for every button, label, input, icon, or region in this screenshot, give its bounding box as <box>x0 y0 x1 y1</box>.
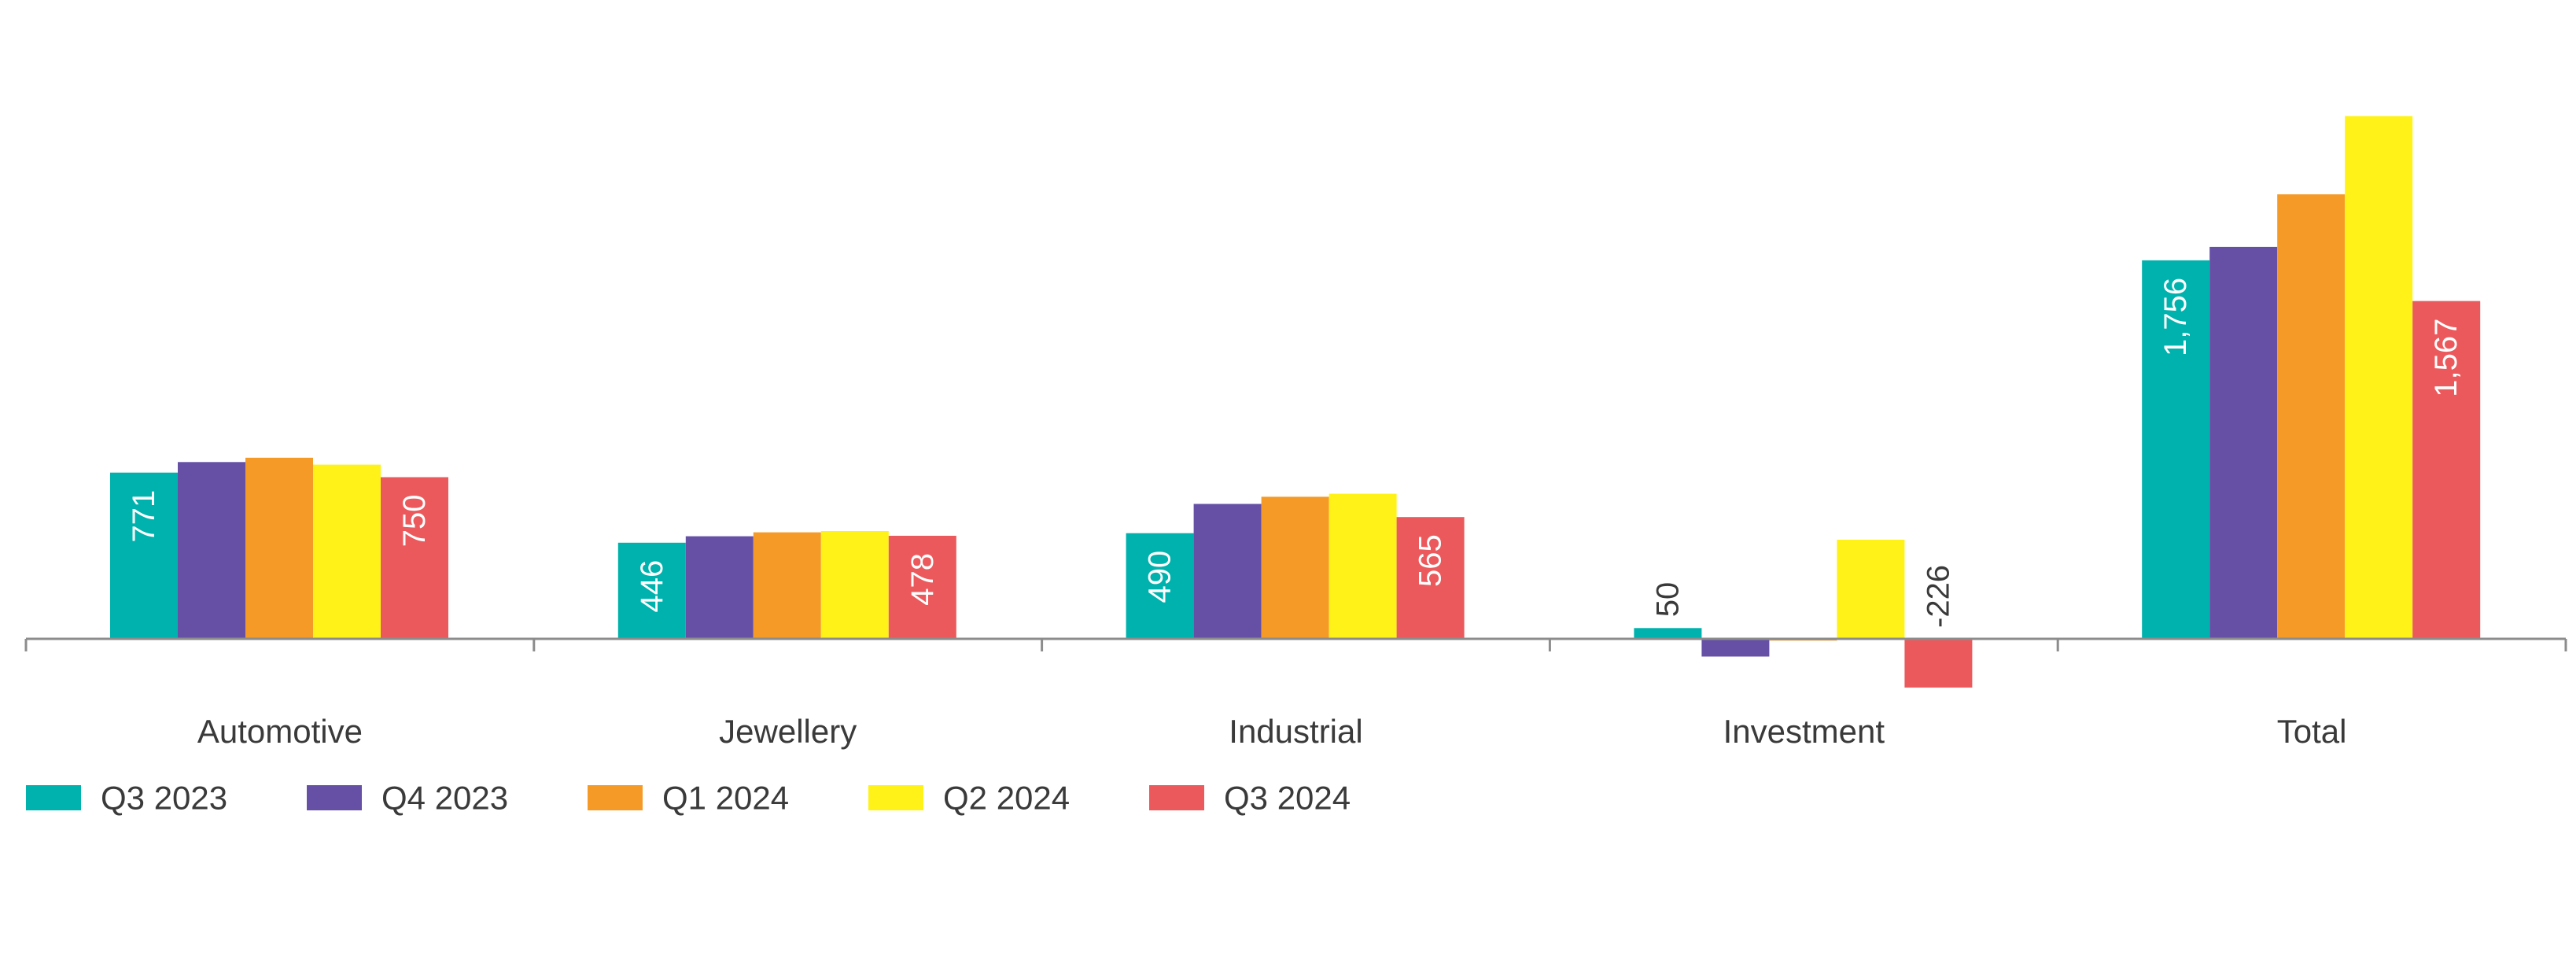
bar-investment-q4-2023 <box>1701 639 1770 657</box>
category-label-automotive: Automotive <box>197 713 363 750</box>
bar-industrial-q3-2024 <box>1396 517 1465 639</box>
data-label-investment-q3-2023: 50 <box>1650 582 1685 618</box>
category-label-jewellery: Jewellery <box>719 713 857 750</box>
data-label-automotive-q3-2023: 771 <box>127 490 161 543</box>
category-label-total: Total <box>2277 713 2347 750</box>
bar-investment-q3-2024 <box>1904 639 1973 688</box>
legend-label-q3-2024: Q3 2024 <box>1224 780 1351 817</box>
bar-automotive-q2-2024 <box>313 464 381 639</box>
legend-label-q1-2024: Q1 2024 <box>662 780 789 817</box>
legend-item-q2-2024: Q2 2024 <box>868 780 1070 817</box>
bar-automotive-q3-2023 <box>110 472 178 639</box>
legend-item-q4-2023: Q4 2023 <box>307 780 508 817</box>
data-label-industrial-q3-2024: 565 <box>1413 534 1448 587</box>
legend-swatch-q2-2024 <box>868 785 923 810</box>
legend-swatch-q4-2023 <box>307 785 362 810</box>
legend-swatch-q3-2024 <box>1149 785 1204 810</box>
category-label-investment: Investment <box>1723 713 1885 750</box>
bar-total-q1-2024 <box>2277 194 2346 639</box>
data-label-investment-q3-2024: -226 <box>1921 565 1955 628</box>
bar-industrial-q1-2024 <box>1261 496 1329 639</box>
data-labels: 771 750 446 478 490 565 50 -226 1,756 1,567 <box>127 278 2464 628</box>
legend-swatch-q1-2024 <box>588 785 643 810</box>
bar-investment-q2-2024 <box>1837 540 1905 639</box>
bar-total-q4-2023 <box>2209 246 2278 639</box>
bar-jewellery-q4-2023 <box>685 536 754 639</box>
data-label-total-q3-2024: 1,567 <box>2429 319 2464 397</box>
legend-label-q3-2023: Q3 2023 <box>101 780 227 817</box>
category-label-industrial: Industrial <box>1229 713 1362 750</box>
legend: Q3 2023 Q4 2023 Q1 2024 Q2 2024 Q3 2024 <box>26 780 1351 817</box>
category-labels: Automotive Jewellery Industrial Investment T… <box>197 713 2347 750</box>
bar-jewellery-q3-2024 <box>888 536 956 639</box>
bar-automotive-q4-2023 <box>178 462 245 639</box>
legend-swatch-q3-2023 <box>26 785 81 810</box>
legend-label-q2-2024: Q2 2024 <box>943 780 1070 817</box>
data-label-industrial-q3-2023: 490 <box>1143 551 1177 603</box>
bar-industrial-q3-2023 <box>1126 533 1194 639</box>
bar-jewellery-q2-2024 <box>820 531 889 639</box>
bar-investment-q3-2023 <box>1634 628 1702 639</box>
bar-automotive-q1-2024 <box>245 457 313 639</box>
legend-item-q1-2024: Q1 2024 <box>588 780 789 817</box>
data-label-automotive-q3-2024: 750 <box>397 495 432 548</box>
bars-layer <box>110 116 2481 688</box>
x-axis <box>24 637 2567 651</box>
data-label-jewellery-q3-2024: 478 <box>905 553 940 606</box>
bar-industrial-q2-2024 <box>1329 493 1397 639</box>
bar-jewellery-q3-2023 <box>617 542 686 639</box>
data-label-jewellery-q3-2023: 446 <box>635 560 669 613</box>
legend-item-q3-2024: Q3 2024 <box>1149 780 1351 817</box>
legend-item-q3-2023: Q3 2023 <box>26 780 227 817</box>
data-label-total-q3-2023: 1,756 <box>2158 278 2193 356</box>
bar-total-q2-2024 <box>2345 116 2413 639</box>
bar-total-q3-2024 <box>2412 301 2481 639</box>
bar-industrial-q4-2023 <box>1193 504 1262 639</box>
legend-label-q4-2023: Q4 2023 <box>381 780 508 817</box>
bar-total-q3-2023 <box>2142 260 2210 639</box>
bar-jewellery-q1-2024 <box>753 532 821 639</box>
bar-automotive-q3-2024 <box>381 477 448 639</box>
